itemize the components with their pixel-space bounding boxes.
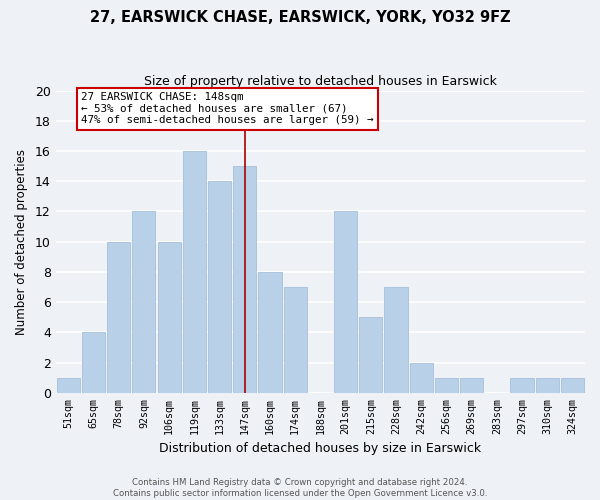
Text: Contains HM Land Registry data © Crown copyright and database right 2024.
Contai: Contains HM Land Registry data © Crown c… <box>113 478 487 498</box>
Bar <box>158 242 181 393</box>
Bar <box>334 212 357 393</box>
X-axis label: Distribution of detached houses by size in Earswick: Distribution of detached houses by size … <box>159 442 481 455</box>
Bar <box>385 287 407 393</box>
Bar <box>208 181 231 393</box>
Y-axis label: Number of detached properties: Number of detached properties <box>15 148 28 334</box>
Bar <box>435 378 458 393</box>
Bar <box>233 166 256 393</box>
Bar <box>82 332 105 393</box>
Text: 27 EARSWICK CHASE: 148sqm
← 53% of detached houses are smaller (67)
47% of semi-: 27 EARSWICK CHASE: 148sqm ← 53% of detac… <box>81 92 373 126</box>
Text: 27, EARSWICK CHASE, EARSWICK, YORK, YO32 9FZ: 27, EARSWICK CHASE, EARSWICK, YORK, YO32… <box>89 10 511 25</box>
Bar <box>107 242 130 393</box>
Bar <box>284 287 307 393</box>
Bar <box>536 378 559 393</box>
Title: Size of property relative to detached houses in Earswick: Size of property relative to detached ho… <box>144 75 497 88</box>
Bar <box>183 151 206 393</box>
Bar <box>511 378 533 393</box>
Bar <box>56 378 80 393</box>
Bar <box>359 317 382 393</box>
Bar <box>259 272 281 393</box>
Bar <box>410 362 433 393</box>
Bar <box>460 378 483 393</box>
Bar <box>561 378 584 393</box>
Bar <box>133 212 155 393</box>
